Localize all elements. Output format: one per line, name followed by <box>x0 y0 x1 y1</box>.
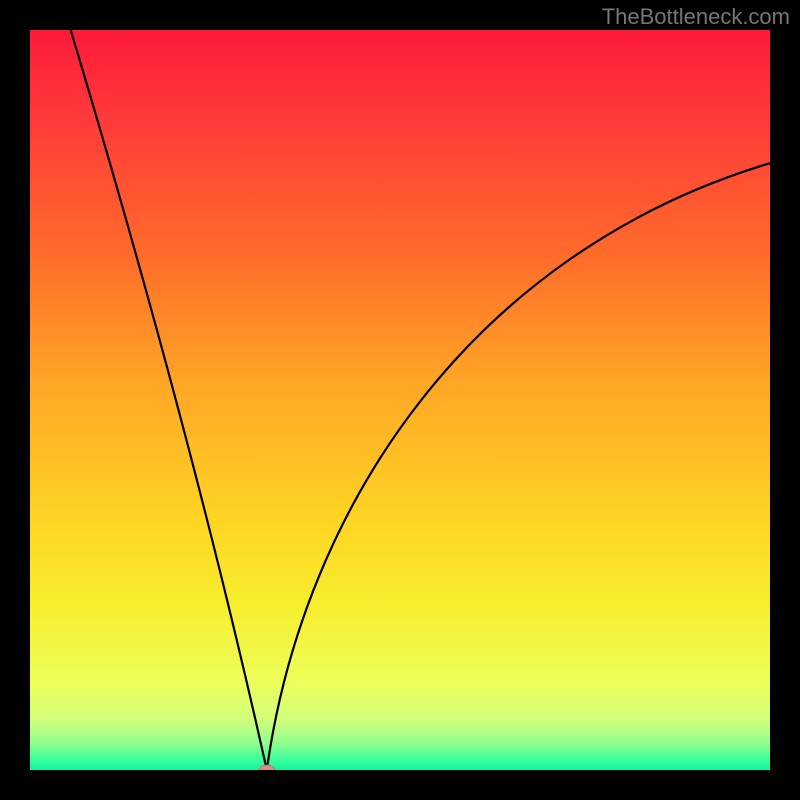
plot-background <box>30 30 770 770</box>
watermark-text: TheBottleneck.com <box>602 4 790 30</box>
chart-container: TheBottleneck.com <box>0 0 800 800</box>
bottleneck-chart <box>0 0 800 800</box>
